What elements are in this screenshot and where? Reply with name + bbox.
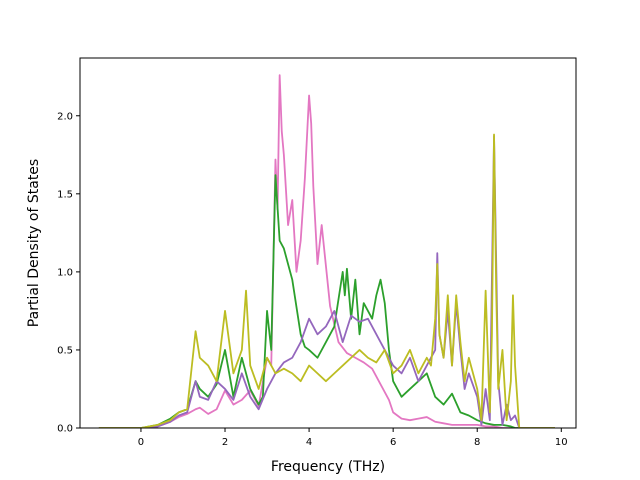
series-line-1 <box>98 174 555 428</box>
y-axis-label: Partial Density of States <box>26 159 42 327</box>
plot-frame <box>79 57 577 429</box>
y-tick-label: 2.0 <box>57 111 73 122</box>
y-tick-label: 0.0 <box>57 424 73 435</box>
x-tick-label: 4 <box>306 437 312 448</box>
x-tick-label: 8 <box>474 437 480 448</box>
series-layer <box>98 74 555 428</box>
series-line-0 <box>98 74 555 428</box>
series-line-2 <box>98 135 555 428</box>
x-tick-label: 0 <box>138 437 144 448</box>
x-tick-label: 6 <box>390 437 396 448</box>
y-tick-label: 1.0 <box>57 267 73 278</box>
x-tick-label: 2 <box>222 437 228 448</box>
tick-layer: 0 2 4 6 8 10 0.0 0.5 1.0 1.5 2.0 <box>57 111 568 448</box>
x-tick-label: 10 <box>555 437 568 448</box>
y-tick-label: 1.5 <box>57 189 73 200</box>
plot-background <box>80 58 576 428</box>
series-line-3 <box>98 133 555 428</box>
x-axis-label: Frequency (THz) <box>271 459 385 475</box>
y-tick-label: 0.5 <box>57 345 73 356</box>
